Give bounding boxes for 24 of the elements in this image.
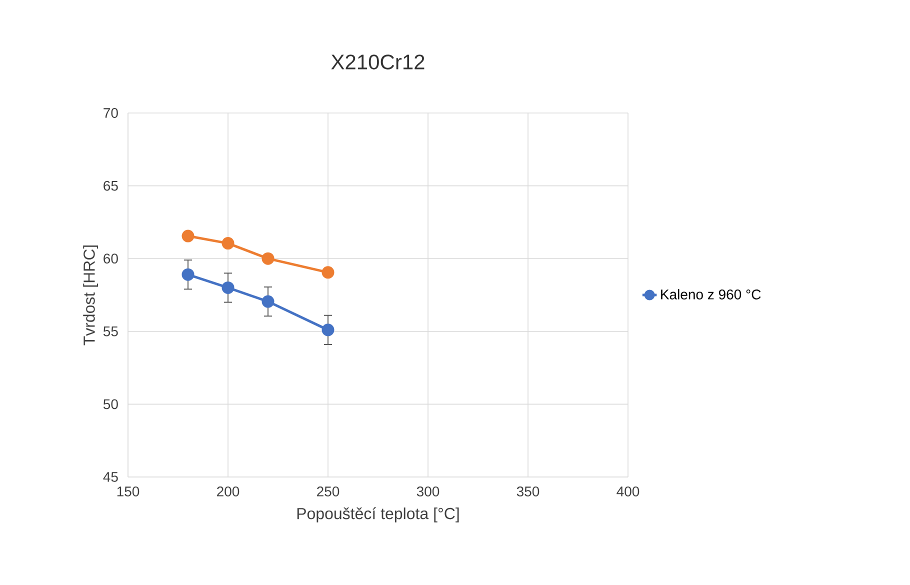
- y-tick-label: 70: [104, 108, 118, 118]
- legend-label: Kaleno z 960 °C: [661, 289, 761, 300]
- y-tick-label: 65: [104, 180, 118, 191]
- y-tick-label: 55: [103, 326, 118, 336]
- y-tick-label: 45: [103, 472, 118, 482]
- point: [262, 252, 274, 265]
- point: [182, 268, 194, 281]
- point: [322, 324, 334, 336]
- x-tick-label: 400: [616, 486, 640, 496]
- chart-title: X210Cr12: [331, 54, 424, 70]
- x-axis-title: Popouštěcí teplota [°C]: [297, 507, 459, 522]
- x-tick-label: 200: [217, 486, 240, 496]
- x-tick-label: 350: [516, 486, 540, 496]
- point: [262, 295, 274, 308]
- point: [222, 237, 234, 250]
- x-tick-label: 300: [416, 486, 440, 496]
- point: [322, 266, 334, 279]
- y-tick-label: 60: [104, 254, 118, 264]
- point: [222, 281, 234, 294]
- y-axis-title: Tvrdost [HRC]: [83, 245, 98, 346]
- x-tick-label: 250: [317, 486, 340, 496]
- y-tick-label: 50: [103, 399, 118, 410]
- x-tick-label: 150: [117, 486, 140, 496]
- point: [182, 230, 194, 242]
